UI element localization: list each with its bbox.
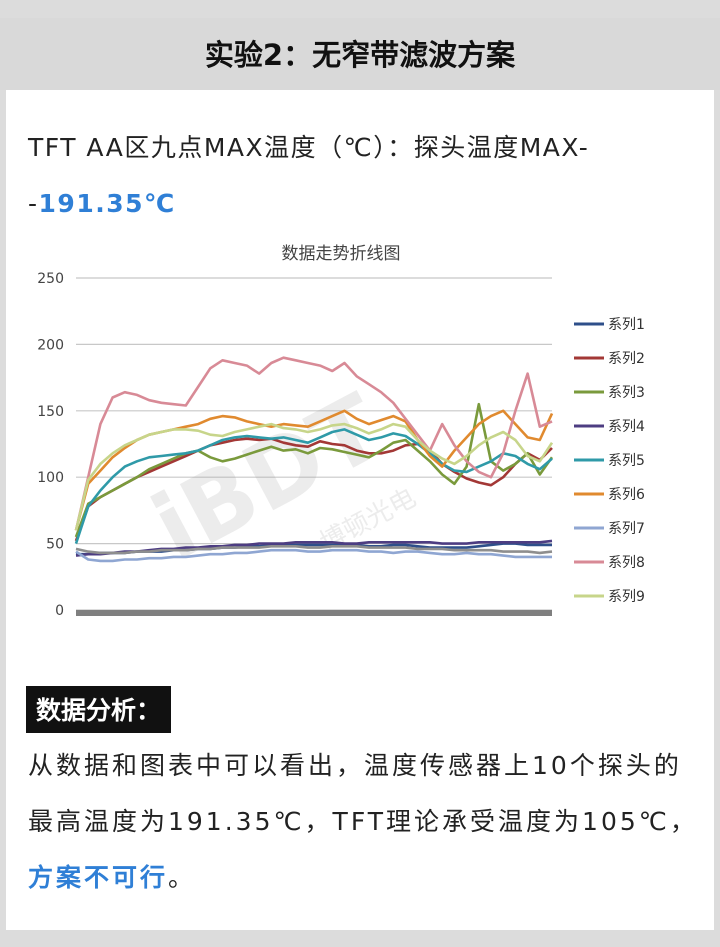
analysis-tag: 数据分析： xyxy=(26,686,172,733)
intro-line-1: TFT AA区九点MAX温度（℃）：探头温度MAX- xyxy=(28,133,590,162)
chart-legend: 系列1系列2系列3系列4系列5系列6系列7系列8系列9系列10 xyxy=(574,317,645,605)
content-panel: TFT AA区九点MAX温度（℃）：探头温度MAX- -191.35℃ 数据走势… xyxy=(6,90,714,930)
series-line-4 xyxy=(75,539,553,557)
analysis-end: 。 xyxy=(168,863,197,892)
chart-title: 数据走势折线图 xyxy=(282,244,401,264)
legend-label-2: 系列2 xyxy=(608,351,645,367)
max-temperature-value: 191.35℃ xyxy=(38,189,176,218)
intro-prefix: - xyxy=(28,189,39,218)
y-tick-label: 50 xyxy=(46,537,64,553)
legend-label-7: 系列7 xyxy=(608,521,645,537)
legend-label-9: 系列9 xyxy=(608,589,645,605)
x-axis-band xyxy=(76,610,552,616)
legend-label-4: 系列4 xyxy=(608,419,645,435)
y-tick-label: 150 xyxy=(37,404,64,420)
legend-label-3: 系列3 xyxy=(608,385,645,401)
legend-label-5: 系列5 xyxy=(608,453,645,469)
legend-label-1: 系列1 xyxy=(608,317,645,333)
page-title: 实验2：无窄带滤波方案 xyxy=(204,38,516,72)
series-line-8 xyxy=(74,356,553,531)
series-line-5 xyxy=(74,428,553,545)
series-line-3 xyxy=(74,402,554,538)
y-axis-ticks: 0 50 100 150 200 250 xyxy=(37,271,64,619)
series-line-10 xyxy=(75,544,553,555)
legend-label-8: 系列8 xyxy=(608,555,645,571)
legend-label-6: 系列6 xyxy=(608,487,645,503)
analysis-body: 从数据和图表中可以看出，温度传感器上10个探头的最高温度为191.35℃，TFT… xyxy=(28,751,698,836)
series-line-2 xyxy=(74,437,553,542)
y-tick-label: 0 xyxy=(55,603,64,619)
series-line-9 xyxy=(74,422,554,531)
analysis-conclusion: 方案不可行 xyxy=(28,863,169,892)
y-tick-label: 200 xyxy=(37,337,64,353)
chart-series xyxy=(74,356,554,563)
y-tick-label: 250 xyxy=(37,271,64,287)
y-tick-label: 100 xyxy=(37,470,64,486)
intro-text: TFT AA区九点MAX温度（℃）：探头温度MAX- -191.35℃ xyxy=(28,120,698,232)
analysis-text: 从数据和图表中可以看出，温度传感器上10个探头的最高温度为191.35℃，TFT… xyxy=(28,738,700,906)
header-bar: 实验2：无窄带滤波方案 xyxy=(0,18,720,90)
series-line-7 xyxy=(75,548,552,563)
intro-line-2: -191.35℃ xyxy=(28,176,698,232)
